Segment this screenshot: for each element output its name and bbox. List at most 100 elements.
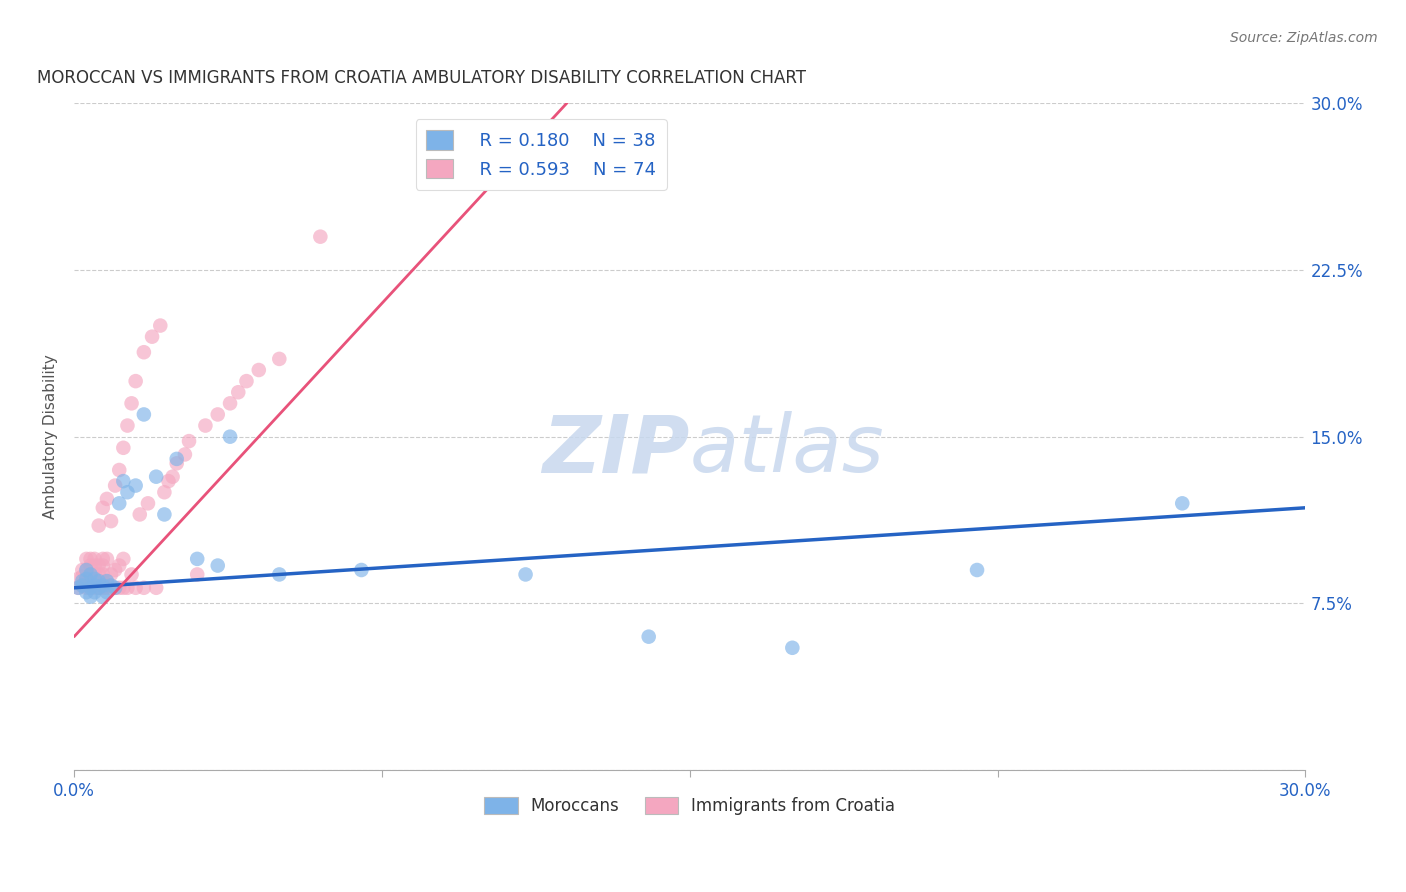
Point	[128, 508, 150, 522]
Point	[145, 469, 167, 483]
Point	[108, 496, 131, 510]
Text: ZIP: ZIP	[543, 411, 690, 489]
Point	[75, 552, 97, 566]
Point	[83, 558, 105, 573]
Point	[149, 318, 172, 333]
Point	[96, 552, 118, 566]
Point	[112, 441, 135, 455]
Point	[108, 581, 131, 595]
Point	[112, 474, 135, 488]
Point	[79, 590, 101, 604]
Point	[75, 572, 97, 586]
Point	[132, 408, 155, 422]
Point	[104, 478, 127, 492]
Point	[87, 518, 110, 533]
Point	[83, 581, 105, 595]
Point	[87, 581, 110, 595]
Point	[117, 581, 139, 595]
Point	[153, 485, 176, 500]
Point	[124, 581, 146, 595]
Point	[67, 581, 90, 595]
Point	[67, 581, 90, 595]
Point	[174, 447, 197, 461]
Point	[112, 552, 135, 566]
Point	[72, 574, 94, 588]
Point	[207, 408, 229, 422]
Point	[75, 574, 97, 588]
Text: atlas: atlas	[690, 411, 884, 489]
Point	[83, 574, 105, 588]
Point	[153, 508, 176, 522]
Point	[124, 374, 146, 388]
Point	[269, 567, 291, 582]
Point	[91, 500, 114, 515]
Point	[309, 229, 332, 244]
Point	[117, 485, 139, 500]
Point	[121, 567, 143, 582]
Point	[79, 581, 101, 595]
Text: Source: ZipAtlas.com: Source: ZipAtlas.com	[1230, 31, 1378, 45]
Point	[96, 581, 118, 595]
Point	[121, 396, 143, 410]
Point	[104, 581, 127, 595]
Point	[157, 474, 180, 488]
Point	[87, 574, 110, 588]
Point	[162, 469, 184, 483]
Point	[100, 581, 122, 595]
Point	[75, 585, 97, 599]
Y-axis label: Ambulatory Disability: Ambulatory Disability	[44, 354, 58, 519]
Point	[108, 558, 131, 573]
Point	[226, 385, 249, 400]
Point	[72, 578, 94, 592]
Point	[132, 581, 155, 595]
Point	[87, 558, 110, 573]
Point	[79, 552, 101, 566]
Point	[91, 552, 114, 566]
Point	[207, 558, 229, 573]
Point	[83, 567, 105, 582]
Point	[91, 558, 114, 573]
Point	[186, 567, 208, 582]
Point	[124, 478, 146, 492]
Point	[91, 581, 114, 595]
Point	[75, 563, 97, 577]
Point	[72, 578, 94, 592]
Point	[117, 418, 139, 433]
Point	[235, 374, 257, 388]
Point	[96, 574, 118, 588]
Point	[112, 581, 135, 595]
Point	[79, 567, 101, 582]
Point	[87, 581, 110, 595]
Point	[782, 640, 804, 655]
Point	[83, 578, 105, 592]
Point	[96, 574, 118, 588]
Point	[637, 630, 659, 644]
Point	[145, 581, 167, 595]
Point	[91, 590, 114, 604]
Point	[72, 569, 94, 583]
Point	[515, 567, 537, 582]
Point	[166, 451, 188, 466]
Text: MOROCCAN VS IMMIGRANTS FROM CROATIA AMBULATORY DISABILITY CORRELATION CHART: MOROCCAN VS IMMIGRANTS FROM CROATIA AMBU…	[37, 69, 806, 87]
Point	[87, 567, 110, 582]
Point	[87, 574, 110, 588]
Point	[104, 581, 127, 595]
Point	[79, 574, 101, 588]
Point	[83, 572, 105, 586]
Point	[91, 574, 114, 588]
Point	[83, 552, 105, 566]
Point	[91, 578, 114, 592]
Point	[194, 418, 217, 433]
Point	[100, 567, 122, 582]
Point	[219, 396, 242, 410]
Point	[136, 496, 159, 510]
Point	[67, 572, 90, 586]
Point	[75, 563, 97, 577]
Point	[75, 581, 97, 595]
Point	[72, 563, 94, 577]
Point	[166, 456, 188, 470]
Point	[79, 558, 101, 573]
Point	[132, 345, 155, 359]
Point	[108, 463, 131, 477]
Point	[91, 567, 114, 582]
